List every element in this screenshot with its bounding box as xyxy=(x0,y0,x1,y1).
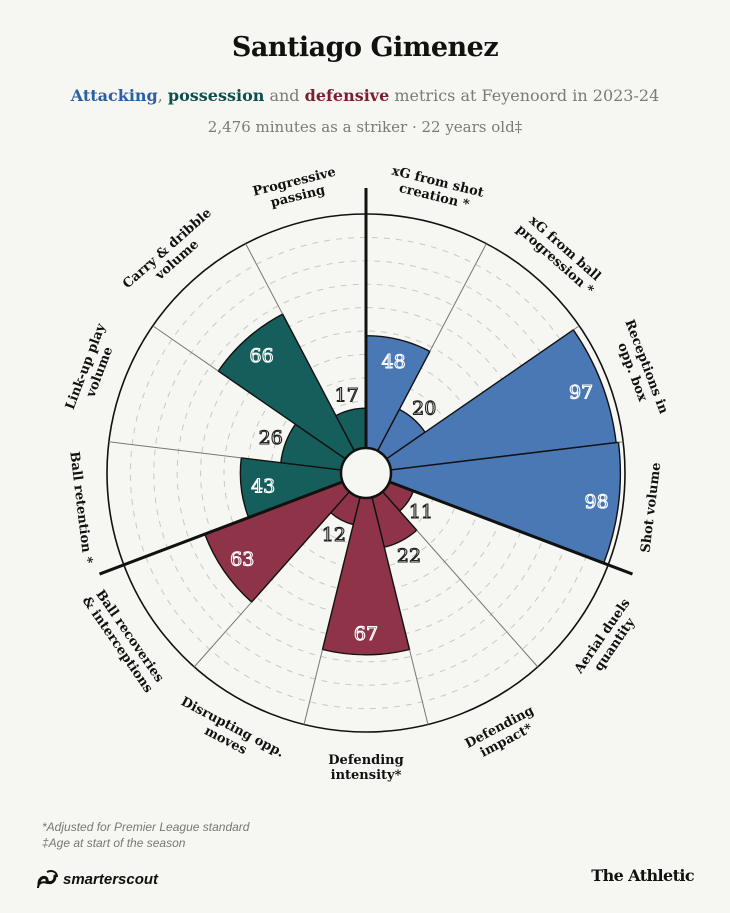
chart-subtitle: Attacking, possession and defensive metr… xyxy=(0,86,730,105)
group-divider-9 xyxy=(98,480,344,576)
value-label-9: 43 xyxy=(251,475,275,497)
value-label-11: 66 xyxy=(250,345,274,367)
category-label-line: Defending xyxy=(328,753,403,768)
smarterscout-icon xyxy=(37,870,58,889)
category-label-line: Shot volume xyxy=(638,462,664,554)
player-info: 2,476 minutes as a striker · 22 years ol… xyxy=(207,118,523,136)
bars xyxy=(203,313,621,656)
spokes xyxy=(98,188,634,725)
spoke-8 xyxy=(193,601,253,668)
spoke-10 xyxy=(108,441,242,459)
value-label-6: 67 xyxy=(354,623,378,645)
category-label-7: Disrupting opp.moves xyxy=(178,694,286,760)
center-circle xyxy=(339,446,393,500)
subtitle-rest: metrics at Feyenoord in 2023-24 xyxy=(389,86,660,105)
value-label-1: 20 xyxy=(412,397,436,419)
spoke-7 xyxy=(303,649,323,725)
subtitle-possession: possession xyxy=(167,86,265,105)
smarterscout-wordmark: smarterscout xyxy=(63,870,159,888)
spoke-1 xyxy=(429,243,487,352)
spoke-3 xyxy=(618,441,624,443)
value-label-5: 22 xyxy=(397,545,421,567)
category-label-8: Ball recoveries& interceptions xyxy=(79,587,167,695)
category-label-line: Ball retention * xyxy=(66,451,95,565)
group-divider-4 xyxy=(388,480,634,576)
spoke-11 xyxy=(152,325,219,372)
the-athletic-logo: The Athletic xyxy=(591,866,694,885)
spoke-2 xyxy=(573,325,580,331)
subtitle-sep1: , xyxy=(157,86,168,105)
value-labels: 48 20 97 98 11 22 67 12 63 43 26 66 17 xyxy=(230,345,610,646)
smarterscout-logo: smarterscout xyxy=(36,868,158,890)
value-label-0: 48 xyxy=(382,351,406,373)
value-label-10: 26 xyxy=(259,427,283,449)
value-label-8: 63 xyxy=(230,548,254,570)
subtitle-attacking: Attacking xyxy=(70,86,158,105)
category-label-3: Shot volume xyxy=(638,462,664,554)
footnote-age: ‡Age at start of the season xyxy=(42,836,186,850)
value-label-2: 97 xyxy=(569,381,593,403)
footnote-adjusted: *Adjusted for Premier League standard xyxy=(42,820,250,834)
value-label-4: 11 xyxy=(409,501,433,523)
spoke-12 xyxy=(245,243,284,315)
value-label-3: 98 xyxy=(585,491,609,513)
value-label-12: 17 xyxy=(335,385,359,407)
subtitle-defensive: defensive xyxy=(304,86,390,105)
value-label-7: 12 xyxy=(322,524,346,546)
category-label-line: intensity* xyxy=(331,768,402,783)
spoke-6 xyxy=(409,649,429,725)
category-label-9: Ball retention * xyxy=(66,451,95,565)
subtitle-sep2: and xyxy=(264,86,305,105)
chart-title: Santiago Gimenez xyxy=(231,32,499,63)
spoke-5 xyxy=(416,529,539,668)
